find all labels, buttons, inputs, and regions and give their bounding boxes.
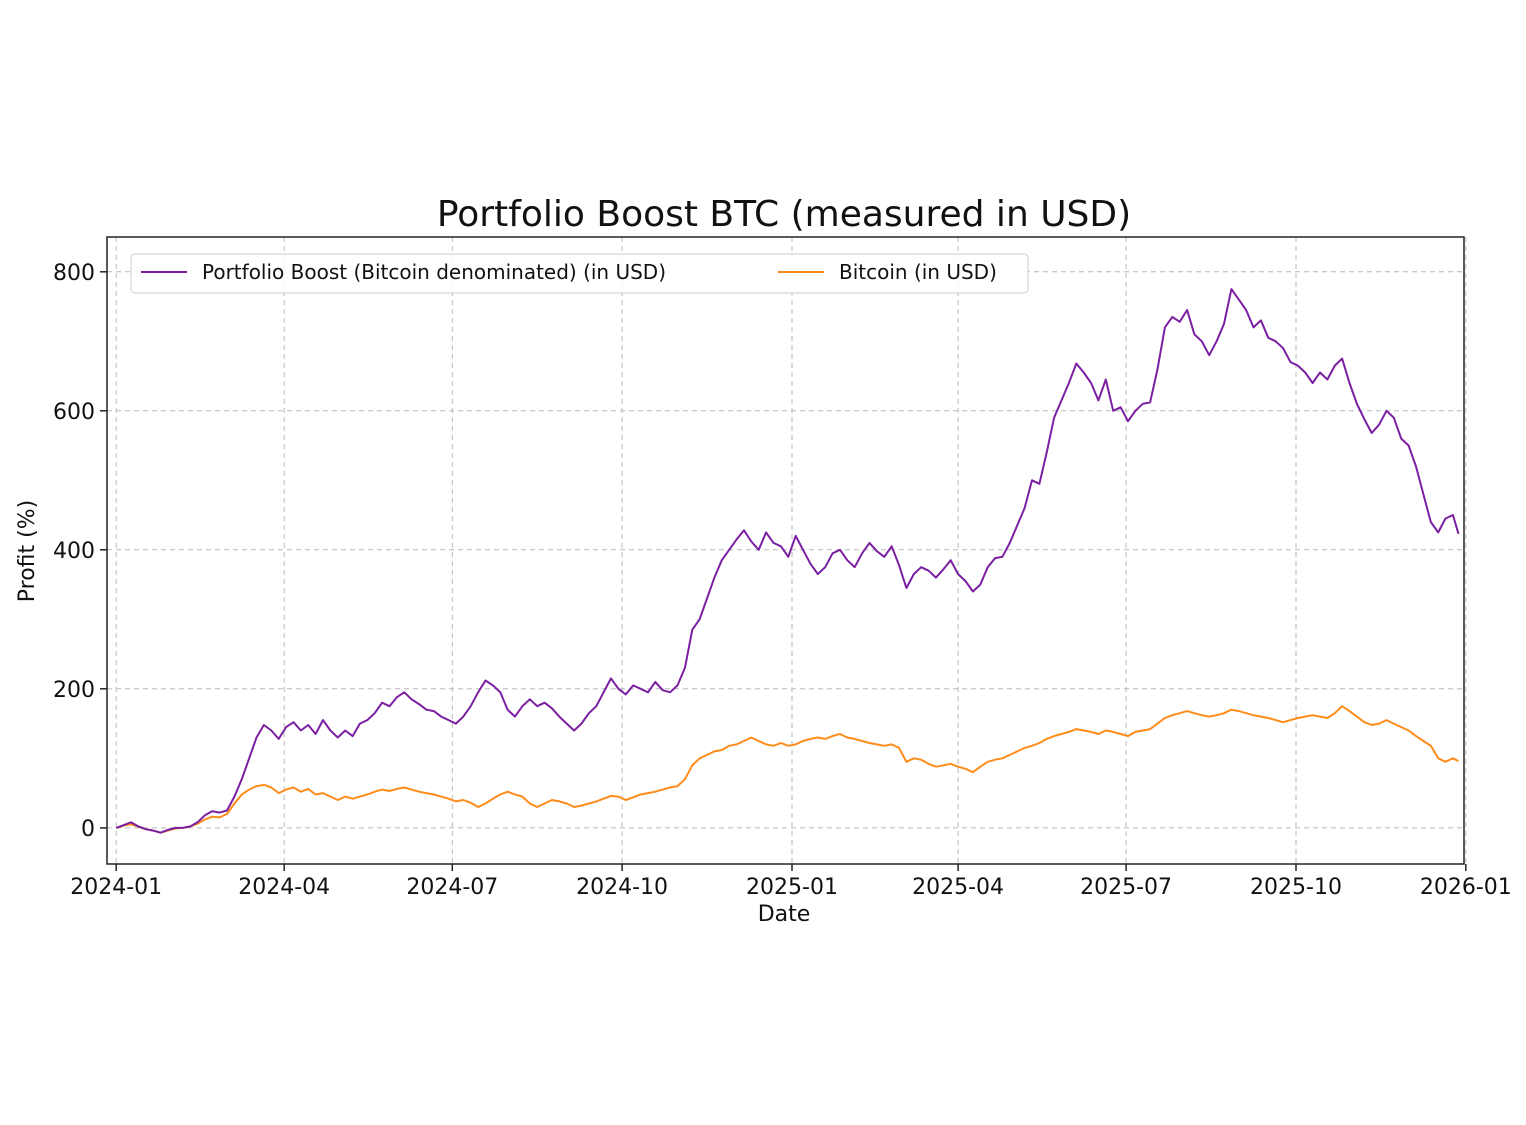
- chart-title: Portfolio Boost BTC (measured in USD): [437, 194, 1131, 235]
- y-axis-label: Profit (%): [15, 500, 40, 602]
- y-tick-label: 600: [53, 400, 95, 425]
- series-layer: [115, 288, 1460, 834]
- series-line-bitcoin: [115, 705, 1459, 834]
- x-tick-label: 2024-07: [406, 875, 498, 900]
- y-tick-label: 400: [53, 539, 95, 564]
- y-axis-ticks: 0 200 400 600 800: [53, 261, 107, 842]
- x-tick-label: 2024-04: [238, 875, 330, 900]
- x-tick-label: 2025-01: [746, 875, 838, 900]
- y-tick-label: 200: [53, 678, 95, 703]
- legend: Portfolio Boost (Bitcoin denominated) (i…: [130, 253, 1029, 294]
- x-tick-label: 2024-10: [576, 875, 668, 900]
- legend-label-bitcoin: Bitcoin (in USD): [839, 260, 997, 284]
- x-tick-label: 2025-04: [912, 875, 1004, 900]
- y-tick-label: 800: [53, 261, 95, 286]
- series-line-portfolio-boost: [115, 288, 1460, 834]
- x-axis-ticks: 2024-01 2024-04 2024-07 2024-10 2025-01 2025-…: [70, 864, 1512, 900]
- x-tick-label: 2025-07: [1080, 875, 1172, 900]
- y-tick-label: 0: [81, 817, 95, 842]
- legend-label-portfolio-boost: Portfolio Boost (Bitcoin denominated) (i…: [202, 260, 666, 284]
- legend-box: [130, 253, 1029, 294]
- x-axis-label: Date: [758, 902, 811, 927]
- x-tick-label: 2025-10: [1250, 875, 1342, 900]
- x-tick-label: 2024-01: [70, 875, 162, 900]
- x-tick-label: 2026-01: [1420, 875, 1512, 900]
